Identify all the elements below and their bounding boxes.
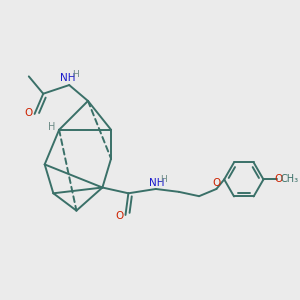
Text: O: O xyxy=(213,178,221,188)
Text: NH: NH xyxy=(148,178,164,188)
Text: NH: NH xyxy=(60,73,76,83)
Text: O: O xyxy=(25,108,33,118)
Text: O: O xyxy=(274,174,282,184)
Text: O: O xyxy=(115,211,123,221)
Text: H: H xyxy=(160,175,167,184)
Text: H: H xyxy=(48,122,56,132)
Text: CH₃: CH₃ xyxy=(280,174,298,184)
Text: H: H xyxy=(72,70,79,80)
